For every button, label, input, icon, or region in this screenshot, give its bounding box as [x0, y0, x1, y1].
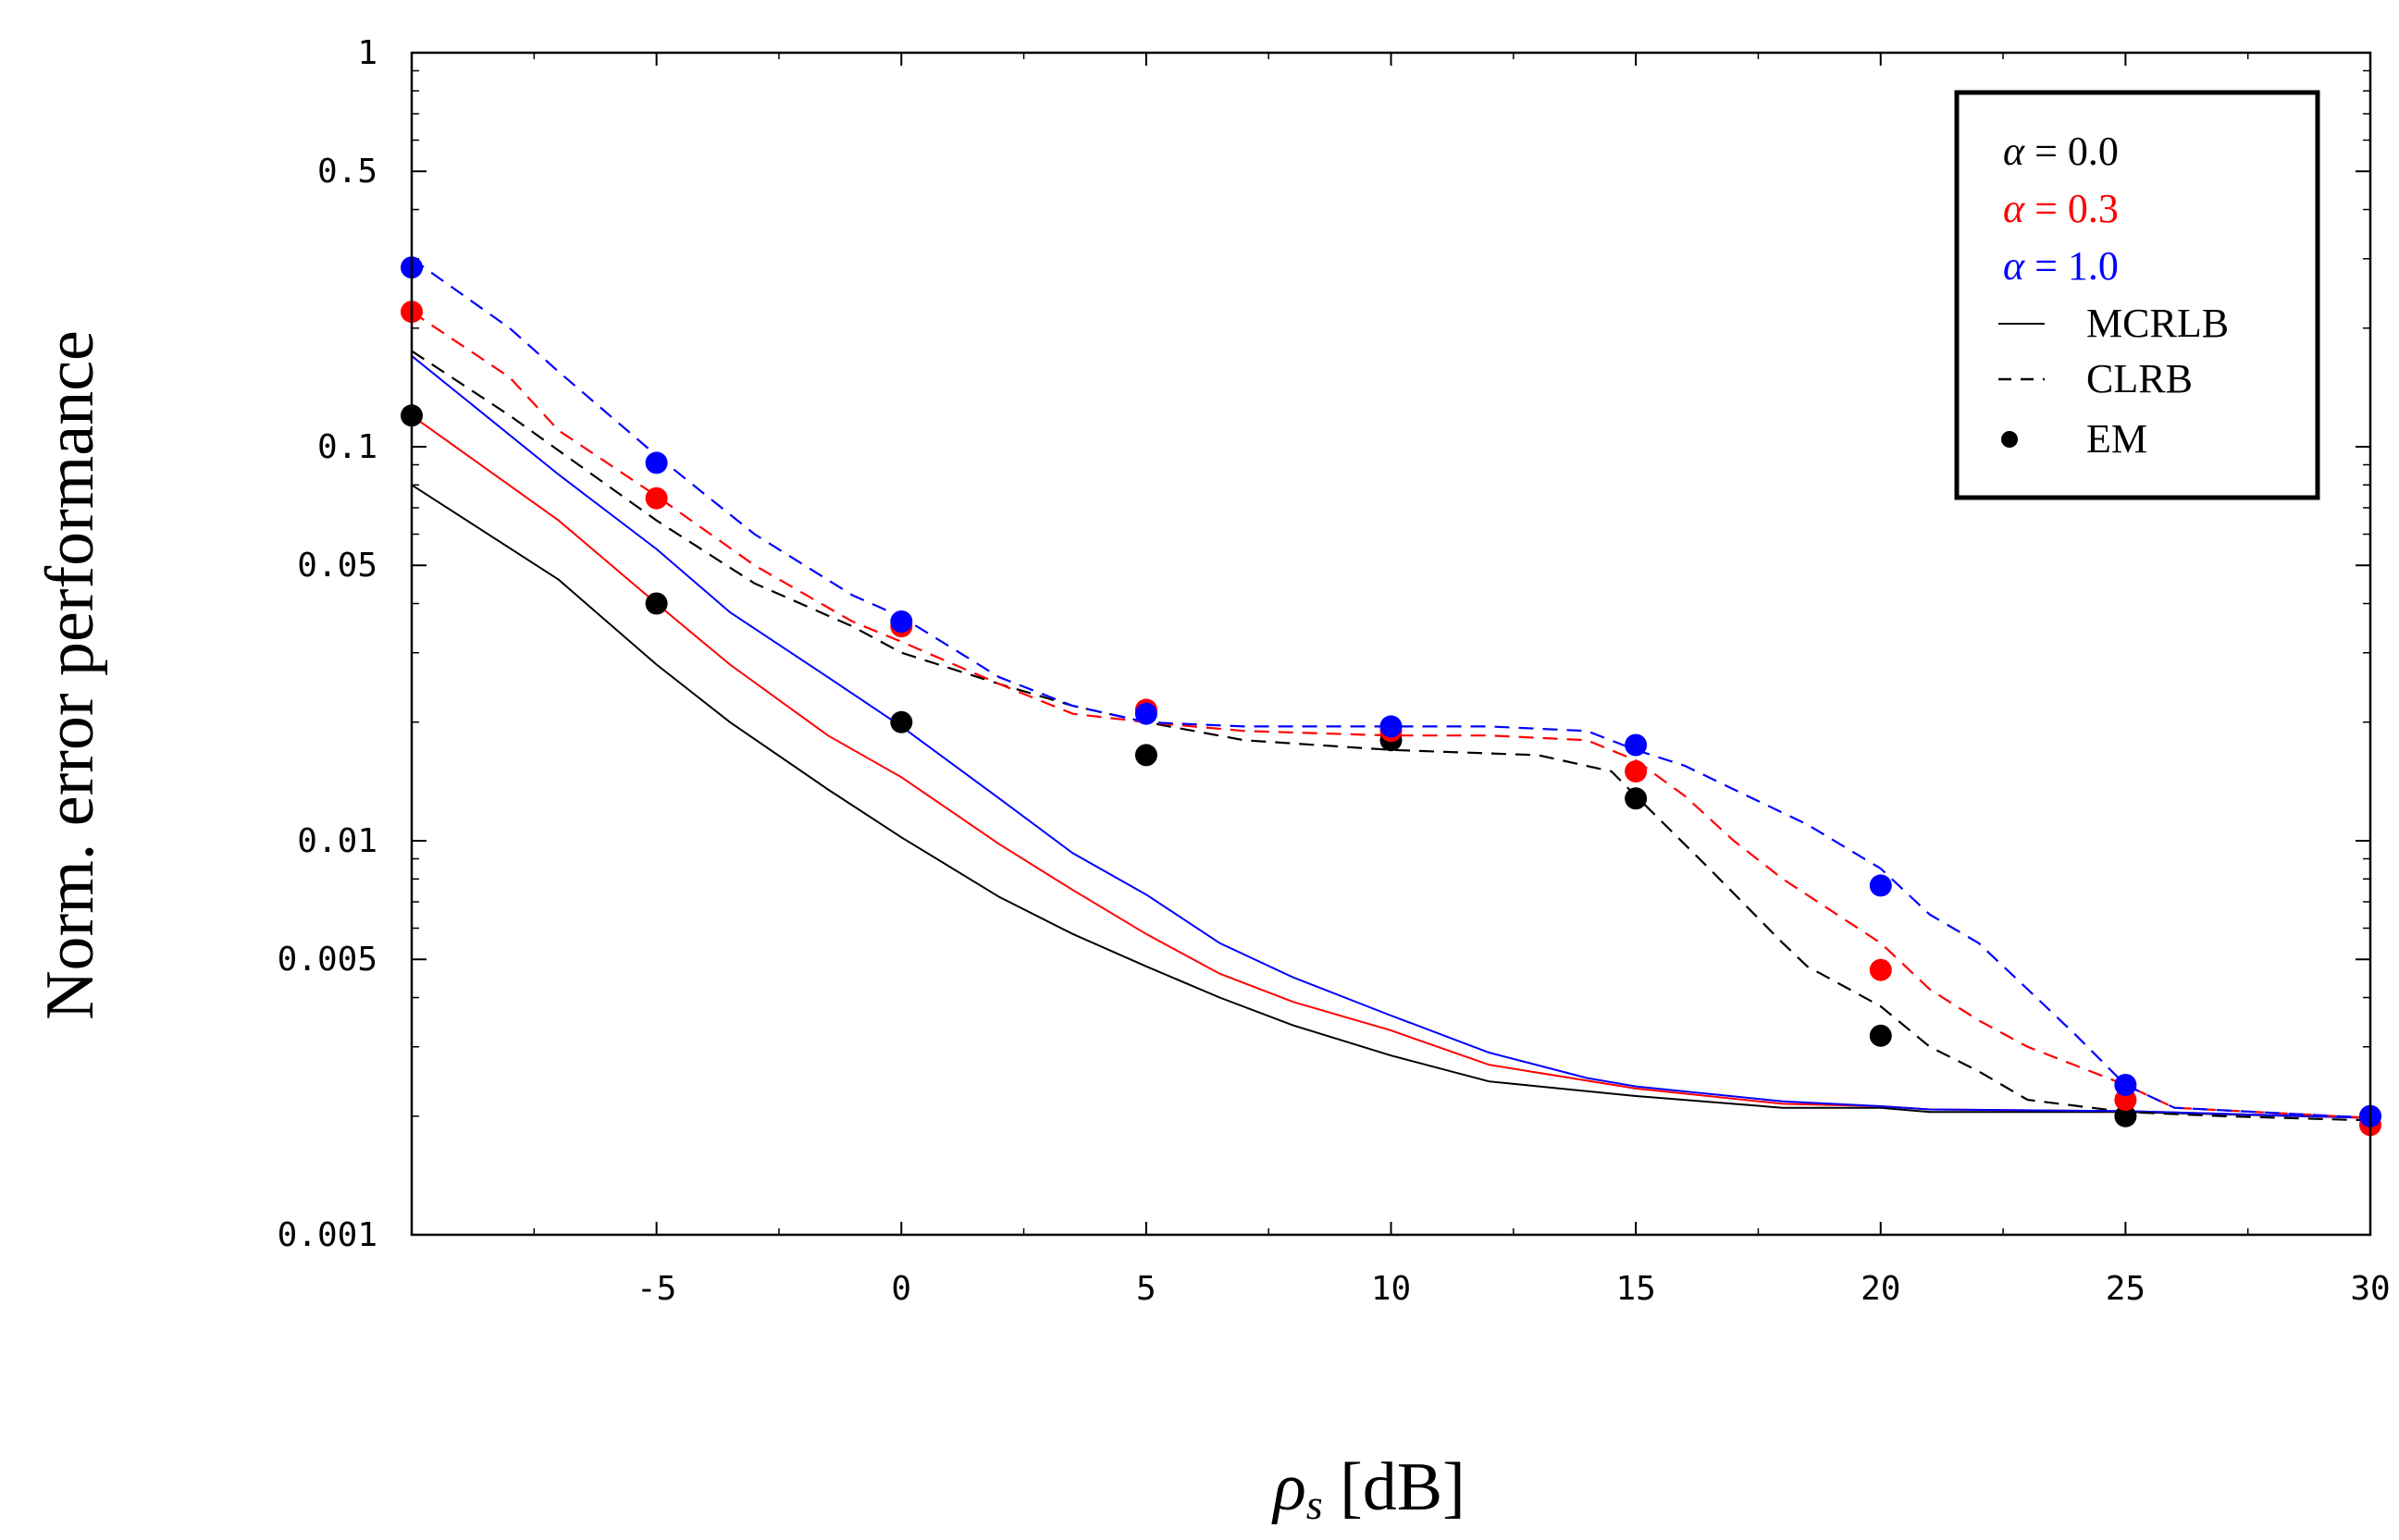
y-tick-label: 0.001: [278, 1216, 377, 1254]
legend-alpha-0-text: = 0.0: [2024, 129, 2119, 174]
em-point-alpha-1-0: [890, 610, 913, 633]
em-point-alpha-1-0: [645, 451, 668, 474]
series-clrb-alpha-0-0: [411, 350, 2371, 1122]
x-tick-label: 5: [1136, 1270, 1156, 1308]
em-point-alpha-0-0: [2114, 1104, 2137, 1127]
em-point-alpha-1-0: [1625, 733, 1648, 757]
x-tick-label: -5: [637, 1270, 676, 1308]
legend-mcrlb-label: MCRLB: [2086, 301, 2229, 346]
series-mcrlb-alpha-0-0: [411, 484, 2371, 1119]
x-tick-label: 25: [2106, 1270, 2145, 1308]
y-tick-label: 0.005: [278, 941, 377, 979]
legend-dot-sample: [2001, 431, 2018, 448]
legend-clrb-label: CLRB: [2086, 356, 2193, 401]
legend-alpha-2-text: = 1.0: [2024, 243, 2119, 289]
legend-em-label: EM: [2086, 416, 2147, 462]
em-point-alpha-0-0: [1134, 744, 1157, 767]
x-tick-label: 15: [1615, 1270, 1655, 1308]
em-point-alpha-1-0: [1379, 715, 1403, 738]
x-axis-symbol: ρ: [1271, 1449, 1306, 1525]
em-point-alpha-0-3: [645, 487, 668, 510]
x-tick-label: 30: [2350, 1270, 2390, 1308]
legend-alpha-2-symbol: α: [2003, 243, 2025, 289]
x-tick-label: 0: [891, 1270, 911, 1308]
x-axis-subscript: s: [1306, 1481, 1323, 1528]
x-axis-unit: [dB]: [1323, 1449, 1465, 1525]
em-point-alpha-1-0: [1869, 874, 1892, 897]
series-clrb-alpha-1-0: [411, 257, 2371, 1119]
em-point-alpha-1-0: [2114, 1074, 2137, 1096]
x-axis-title: ρs [dB]: [1271, 1449, 1465, 1528]
em-point-alpha-0-0: [645, 592, 668, 615]
y-tick-label: 1: [357, 34, 377, 72]
plot-frame: [410, 51, 2372, 1237]
em-point-alpha-0-0: [890, 710, 913, 733]
legend-alpha-0-symbol: α: [2003, 129, 2025, 174]
legend-alpha-1-text: = 0.3: [2024, 186, 2119, 231]
series-mcrlb-alpha-1-0: [411, 355, 2371, 1119]
legend-alpha-1-symbol: α: [2003, 186, 2025, 231]
y-tick-label: 0.5: [317, 153, 377, 191]
y-tick-label: 0.05: [297, 547, 377, 585]
y-axis-title-text: Norm. error performance: [32, 330, 108, 1020]
legend-alpha-1: α = 0.3: [2003, 186, 2119, 231]
em-point-alpha-0-0: [1625, 787, 1648, 810]
y-axis-title: Norm. error performance: [32, 330, 108, 1020]
em-point-alpha-0-3: [1869, 958, 1892, 981]
legend-alpha-2: α = 1.0: [2003, 243, 2119, 289]
legend-box: [1954, 90, 2320, 500]
em-point-alpha-0-0: [1869, 1024, 1892, 1047]
x-tick-label: 10: [1371, 1270, 1411, 1308]
em-point-alpha-0-3: [1625, 760, 1648, 782]
legend-alpha-0: α = 0.0: [2003, 129, 2119, 174]
legend: α = 0.0 α = 0.3 α = 1.0 MCRLB CLRB EM: [1954, 90, 2320, 500]
y-tick-label: 0.01: [297, 822, 377, 860]
ticks-layer: -5 0 5 10 15 20 25 30 1 0.5 0.1 0.05 0.01 0.005 0.001: [278, 34, 2391, 1308]
x-tick-label: 20: [1861, 1270, 1900, 1308]
series-layer: [411, 257, 2371, 1122]
y-tick-label: 0.1: [317, 428, 377, 466]
em-point-alpha-1-0: [1134, 702, 1157, 725]
series-mcrlb-alpha-0-3: [411, 414, 2371, 1119]
